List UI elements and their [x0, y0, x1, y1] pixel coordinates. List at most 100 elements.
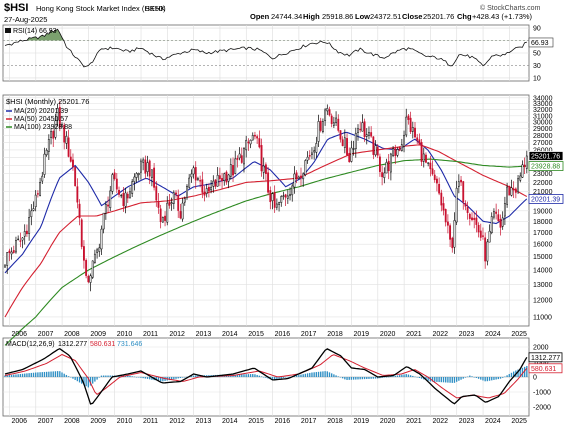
candle-body: [221, 178, 223, 181]
candle-body: [501, 217, 504, 227]
candle-body: [457, 181, 460, 187]
macd-histogram-bar: [131, 376, 133, 377]
macd-badge-text: 1312.277: [531, 355, 560, 362]
candle-body: [313, 150, 316, 153]
x-tick-label: 2015: [248, 331, 264, 338]
chg-label: Chg: [457, 12, 472, 21]
macd-histogram-bar: [368, 377, 370, 379]
axis-ticks: 2006 2006 2007 2007 2008 2008 2009 2009 2010 2010…: [11, 26, 552, 425]
macd-histogram-bar: [453, 377, 456, 383]
macd-histogram-bar: [258, 375, 261, 377]
close-label: Close: [402, 12, 422, 21]
macd-histogram-bar: [491, 377, 493, 381]
candle-body: [282, 195, 285, 197]
macd-histogram-bar: [504, 376, 506, 378]
macd-histogram-bar: [488, 377, 491, 381]
macd-histogram-bar: [475, 377, 478, 378]
price-tick-label: 15000: [533, 254, 553, 261]
macd-histogram-bar: [477, 377, 480, 379]
macd-histogram-bar: [254, 374, 256, 377]
candle-body: [249, 139, 252, 145]
candle-body: [293, 173, 296, 188]
macd-legend-title: MACD(12,26,9): [6, 341, 55, 348]
candle-body: [411, 126, 414, 132]
candle-body: [85, 260, 88, 276]
macd-histogram-bar: [184, 377, 186, 378]
candle-body: [161, 216, 164, 223]
macd-histogram-bar: [405, 374, 407, 377]
macd-histogram-bar: [30, 372, 32, 377]
macd-histogram-bar: [361, 377, 364, 380]
macd-histogram-bar: [241, 374, 243, 377]
macd-histogram-bar: [396, 375, 399, 377]
macd-histogram-bar: [94, 377, 96, 382]
macd-histogram-bar: [379, 377, 381, 379]
macd-histogram-bar: [129, 375, 131, 377]
candle-body: [291, 185, 294, 196]
candle-body: [381, 172, 384, 178]
x-tick-label: 2018: [327, 331, 343, 338]
candle-body: [260, 145, 263, 172]
candle-body: [440, 192, 443, 206]
close-price-badge: [528, 151, 564, 161]
candle-body: [471, 217, 473, 221]
candle-body: [122, 193, 125, 206]
low-label: Low: [355, 12, 370, 21]
candle-body: [120, 194, 123, 197]
macd-histogram-bar: [471, 376, 473, 377]
macd-histogram-bar: [359, 377, 361, 380]
candle-body: [164, 215, 166, 221]
rsi-tick-label: 50: [533, 51, 541, 58]
macd-histogram-bar: [295, 375, 298, 377]
candle-body: [229, 164, 232, 177]
macd-plot: [4, 347, 528, 405]
candle-body: [72, 159, 74, 167]
macd-histogram-bar: [186, 376, 188, 378]
candle-body: [466, 207, 469, 213]
open-value: 24744.34: [271, 12, 302, 21]
x-tick-label: 2006: [11, 418, 27, 425]
candle-body: [67, 137, 70, 157]
macd-histogram-bar: [41, 372, 43, 377]
macd-histogram-bar: [449, 377, 451, 383]
candle-body: [460, 179, 462, 183]
candle-body: [96, 249, 99, 253]
x-tick-label: 2021: [406, 331, 422, 338]
candle-body: [473, 217, 476, 220]
macd-histogram-bar: [390, 376, 392, 377]
candle-body: [236, 158, 239, 160]
candle-body: [159, 208, 162, 223]
price-tick-label: 29000: [533, 126, 553, 133]
chg-value: +428.43 (+1.73%): [472, 12, 533, 21]
macd-histogram-bar: [331, 373, 333, 377]
macd-legend: MACD(12,26,9) 1312.277 580.631 731.646: [6, 341, 142, 348]
macd-histogram-bar: [32, 372, 35, 377]
macd-histogram-bar: [100, 375, 103, 377]
macd-histogram-bar: [502, 377, 504, 378]
macd-histogram-bar: [263, 377, 265, 378]
macd-histogram-bar: [85, 377, 87, 387]
candle-body: [374, 145, 377, 156]
watermark: © StockCharts.com: [480, 4, 541, 12]
candle-body: [254, 134, 256, 137]
rsi-tick-label: 10: [533, 75, 541, 82]
macd-histogram-bar: [451, 377, 453, 383]
macd-histogram-bar: [70, 377, 72, 378]
candle-body: [194, 167, 197, 181]
candle-body: [341, 139, 344, 146]
candle-body: [407, 115, 410, 120]
candle-body: [284, 194, 287, 198]
candle-body: [493, 211, 495, 218]
x-tick-label: 2012: [169, 331, 185, 338]
macd-tick-label: 2000: [533, 345, 549, 352]
macd-legend-v1: 1312.277: [58, 341, 87, 348]
macd-histogram-bar: [260, 376, 263, 377]
candle-body: [275, 203, 278, 208]
macd-histogram-bar: [59, 371, 61, 377]
candle-body: [286, 195, 289, 199]
candle-body: [107, 204, 109, 207]
close-price-badge-text: 25201.76: [531, 153, 560, 160]
macd-histogram-bar: [403, 374, 405, 377]
candle-body: [58, 107, 61, 128]
candle-body: [98, 247, 101, 252]
